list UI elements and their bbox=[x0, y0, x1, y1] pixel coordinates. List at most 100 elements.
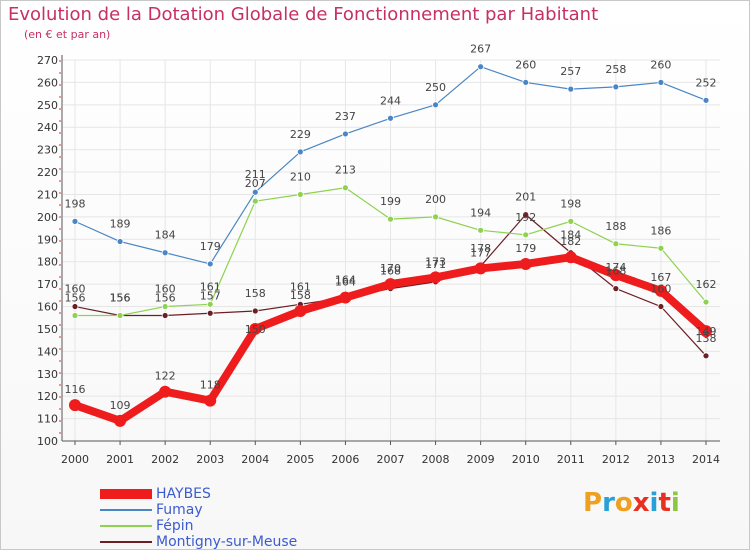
data-point-fumay bbox=[387, 114, 394, 122]
data-label-fumay: 257 bbox=[560, 65, 581, 78]
data-point-haybes bbox=[654, 284, 667, 297]
data-point-haybes bbox=[339, 291, 352, 304]
data-label-fumay: 184 bbox=[155, 229, 176, 242]
data-label-montigny-sur-meuse: 158 bbox=[245, 287, 266, 300]
x-tick-label: 2014 bbox=[692, 453, 720, 466]
data-label-montigny-sur-meuse: 164 bbox=[335, 274, 356, 287]
data-point-fumay bbox=[657, 79, 665, 86]
data-label-fepin: 192 bbox=[515, 211, 536, 224]
data-label-haybes: 116 bbox=[65, 383, 86, 396]
x-tick-label: 2010 bbox=[512, 453, 540, 466]
data-label-fepin: 199 bbox=[380, 195, 401, 208]
logo-letter: o bbox=[614, 488, 633, 518]
logo-letter: i bbox=[670, 488, 680, 518]
data-point-montigny-sur-meuse bbox=[657, 303, 665, 310]
data-label-montigny-sur-meuse: 171 bbox=[425, 258, 446, 271]
data-label-fumay: 258 bbox=[605, 63, 626, 76]
data-label-fumay: 198 bbox=[65, 197, 86, 210]
data-point-fepin bbox=[567, 217, 575, 225]
data-label-montigny-sur-meuse: 138 bbox=[696, 332, 717, 345]
data-label-fepin: 210 bbox=[290, 170, 311, 183]
data-label-montigny-sur-meuse: 178 bbox=[470, 242, 491, 255]
y-tick-label: 110 bbox=[37, 413, 58, 426]
logo-letter: x bbox=[632, 488, 650, 518]
legend-swatch-haybes bbox=[100, 489, 152, 499]
data-label-fumay: 260 bbox=[650, 58, 671, 71]
y-tick-label: 240 bbox=[37, 121, 58, 134]
data-label-fumay: 260 bbox=[515, 58, 536, 71]
data-point-haybes bbox=[249, 322, 262, 335]
data-point-fepin bbox=[612, 240, 620, 248]
legend-item-haybes: HAYBES bbox=[100, 486, 297, 502]
logo-letter: r bbox=[602, 488, 615, 518]
data-label-haybes: 150 bbox=[245, 323, 266, 336]
data-point-fepin bbox=[342, 184, 349, 192]
data-point-haybes bbox=[159, 385, 172, 398]
x-tick-label: 2012 bbox=[602, 453, 630, 466]
data-label-fumay: 189 bbox=[110, 218, 131, 231]
data-point-fepin bbox=[657, 244, 665, 252]
data-point-haybes bbox=[114, 414, 127, 427]
data-point-fepin bbox=[477, 226, 485, 234]
data-label-montigny-sur-meuse: 168 bbox=[605, 265, 626, 278]
logo-letter: t bbox=[658, 488, 671, 518]
data-point-fumay bbox=[251, 188, 259, 196]
legend-label-fumay: Fumay bbox=[156, 502, 203, 518]
data-point-fumay bbox=[612, 83, 620, 91]
data-point-fumay bbox=[432, 101, 439, 109]
data-point-haybes bbox=[700, 325, 712, 338]
data-point-haybes bbox=[564, 251, 577, 264]
data-label-haybes: 122 bbox=[155, 370, 176, 383]
x-tick-label: 2001 bbox=[106, 453, 134, 466]
data-label-montigny-sur-meuse: 184 bbox=[560, 229, 581, 242]
data-label-montigny-sur-meuse: 157 bbox=[200, 289, 221, 302]
data-point-fumay bbox=[522, 79, 530, 86]
data-point-fepin bbox=[702, 298, 710, 306]
x-tick-label: 2013 bbox=[647, 453, 675, 466]
data-label-haybes: 179 bbox=[515, 242, 536, 255]
data-point-montigny-sur-meuse bbox=[251, 307, 259, 315]
data-label-haybes: 149 bbox=[696, 325, 717, 338]
data-point-fumay bbox=[702, 96, 710, 104]
x-tick-label: 2011 bbox=[557, 453, 585, 466]
data-point-fepin bbox=[161, 303, 169, 310]
y-tick-label: 180 bbox=[37, 256, 58, 269]
data-label-fepin: 161 bbox=[200, 280, 221, 293]
data-label-montigny-sur-meuse: 160 bbox=[650, 283, 671, 296]
legend-swatch-fepin bbox=[100, 525, 152, 527]
data-label-fepin: 207 bbox=[245, 177, 266, 190]
data-point-fepin bbox=[251, 197, 259, 205]
legend-item-fepin: Fépin bbox=[100, 518, 297, 534]
y-tick-label: 260 bbox=[37, 76, 58, 89]
data-point-montigny-sur-meuse bbox=[161, 312, 169, 319]
data-point-montigny-sur-meuse bbox=[206, 309, 214, 317]
data-label-haybes: 109 bbox=[110, 399, 131, 412]
data-point-fepin bbox=[387, 215, 394, 223]
data-label-fumay: 267 bbox=[470, 43, 491, 56]
chart-subtitle: (en € et par an) bbox=[24, 28, 111, 41]
x-tick-label: 2002 bbox=[151, 453, 179, 466]
y-tick-label: 220 bbox=[37, 166, 58, 179]
data-point-fumay bbox=[296, 148, 304, 156]
data-point-montigny-sur-meuse bbox=[522, 211, 530, 219]
data-point-montigny-sur-meuse bbox=[71, 303, 79, 310]
data-point-haybes bbox=[204, 394, 217, 407]
y-tick-label: 270 bbox=[37, 54, 58, 67]
data-label-fepin: 156 bbox=[65, 291, 86, 304]
proxiti-logo: Proxiti bbox=[583, 488, 680, 518]
data-point-montigny-sur-meuse bbox=[702, 352, 710, 360]
data-point-haybes bbox=[519, 257, 532, 270]
data-label-montigny-sur-meuse: 156 bbox=[110, 291, 131, 304]
legend-item-fumay: Fumay bbox=[100, 502, 297, 518]
y-tick-label: 100 bbox=[37, 435, 58, 448]
data-label-montigny-sur-meuse: 201 bbox=[515, 191, 536, 204]
data-point-fepin bbox=[116, 312, 124, 319]
data-point-fepin bbox=[71, 312, 79, 319]
data-label-fumay: 179 bbox=[200, 240, 221, 253]
data-label-haybes: 173 bbox=[425, 255, 446, 268]
data-point-haybes bbox=[429, 271, 442, 284]
data-label-fepin: 188 bbox=[605, 220, 626, 233]
data-label-fepin: 200 bbox=[425, 193, 446, 206]
x-tick-label: 2008 bbox=[422, 453, 450, 466]
data-point-haybes bbox=[609, 269, 622, 282]
